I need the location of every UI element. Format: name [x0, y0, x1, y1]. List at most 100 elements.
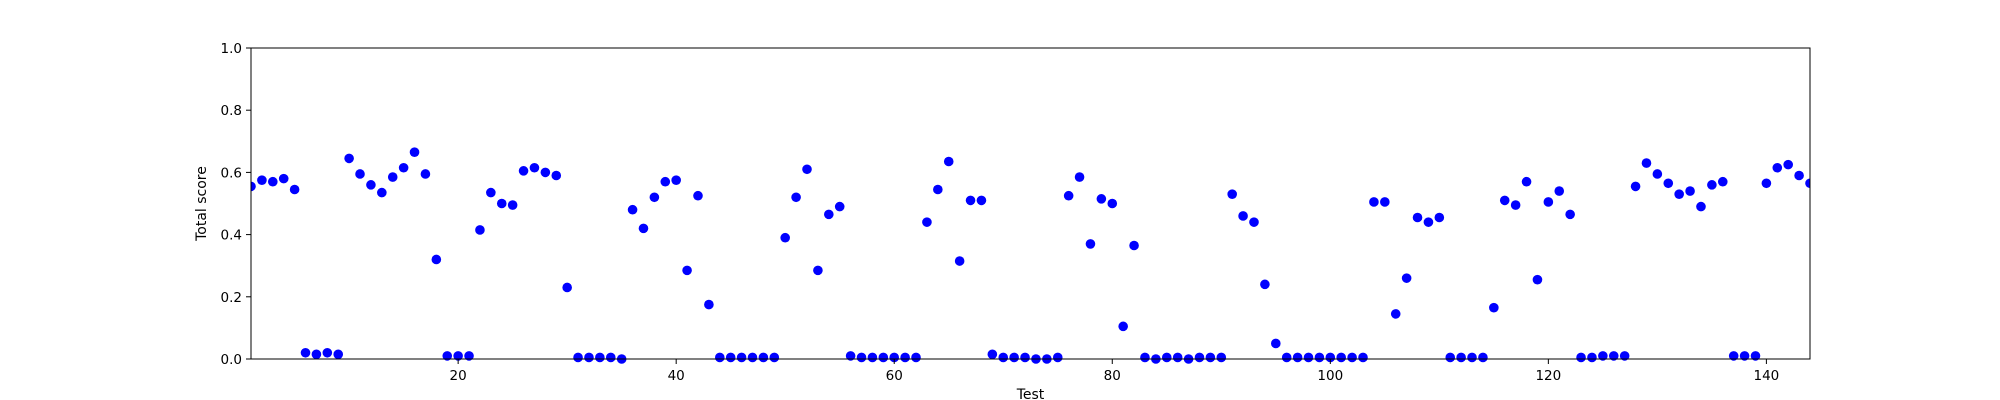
data-point [998, 352, 1009, 363]
data-point [747, 352, 758, 363]
scatter-points [251, 147, 1810, 364]
data-point [736, 352, 747, 363]
data-point [1608, 351, 1619, 361]
data-point [1652, 169, 1663, 179]
data-point [1728, 351, 1739, 361]
data-point [660, 176, 671, 187]
x-axis-title: Test [1016, 387, 1045, 400]
data-point [1194, 352, 1205, 363]
data-point [562, 282, 572, 293]
x-tick-label: 140 [1754, 368, 1780, 384]
data-point [1063, 190, 1074, 201]
data-point [1587, 352, 1597, 363]
data-point [1478, 352, 1488, 363]
data-point [1467, 352, 1477, 363]
data-point [1260, 279, 1270, 290]
data-point [1619, 351, 1630, 361]
data-point [758, 352, 769, 363]
data-point [355, 169, 365, 179]
y-tick-label: 0.4 [221, 228, 242, 244]
data-point [1172, 352, 1183, 363]
data-point [1663, 178, 1674, 189]
x-axis: 20 40 60 80 100 120 140 [450, 359, 1780, 384]
data-point [1576, 352, 1586, 363]
data-point [257, 175, 267, 185]
x-tick-label: 80 [1104, 368, 1121, 384]
data-point [409, 147, 420, 157]
data-point [1303, 352, 1314, 363]
data-point [856, 352, 867, 363]
data-point [1674, 189, 1684, 199]
data-point [584, 352, 594, 363]
data-point [802, 164, 812, 175]
data-point [573, 352, 583, 363]
data-point [366, 180, 376, 190]
data-point [1685, 186, 1695, 196]
data-point [889, 352, 900, 363]
data-point [1390, 309, 1401, 319]
data-point [1739, 351, 1750, 361]
data-point [1227, 189, 1237, 199]
data-point [1118, 321, 1128, 332]
data-point [431, 254, 442, 265]
data-point [551, 170, 562, 181]
data-point [251, 181, 256, 192]
data-point [398, 162, 409, 173]
data-point [867, 352, 878, 363]
data-point [682, 265, 692, 276]
data-point [377, 187, 387, 198]
data-point [1717, 176, 1728, 187]
data-point [1750, 351, 1761, 361]
data-point [1020, 352, 1030, 363]
plot-frame [250, 47, 1811, 360]
data-point [834, 201, 845, 212]
data-point [300, 347, 311, 358]
data-point [987, 349, 998, 360]
data-point [442, 351, 453, 361]
data-point [922, 217, 932, 227]
data-point [1598, 351, 1608, 361]
data-point [714, 352, 725, 363]
data-point [725, 352, 736, 363]
data-point [1271, 338, 1281, 349]
data-point [1238, 211, 1248, 221]
data-point [1325, 352, 1336, 363]
data-point [1805, 178, 1810, 189]
data-point [1543, 197, 1554, 207]
data-point [496, 198, 507, 209]
y-axis-title: Total score [194, 166, 210, 242]
data-point [1096, 194, 1107, 204]
data-point [1358, 352, 1368, 363]
data-point [344, 153, 354, 164]
data-point [824, 209, 834, 220]
y-tick-label: 0.6 [221, 165, 242, 181]
data-point [1423, 217, 1434, 227]
data-point [1205, 352, 1216, 363]
data-point [1380, 197, 1390, 207]
data-point [976, 195, 987, 206]
data-point [1369, 197, 1379, 207]
data-point [845, 351, 856, 361]
data-point [1140, 352, 1150, 363]
data-point [1794, 170, 1804, 181]
data-point [1521, 176, 1532, 187]
data-point [1347, 352, 1357, 363]
y-tick-label: 0.0 [221, 352, 242, 368]
data-point [954, 256, 965, 266]
data-point [1532, 274, 1543, 285]
x-tick-label: 40 [668, 368, 685, 384]
y-tick-label: 1.0 [221, 41, 242, 57]
data-point [1052, 352, 1063, 363]
x-tick-label: 120 [1535, 368, 1561, 384]
data-point [540, 167, 551, 178]
data-point [453, 351, 463, 361]
data-point [475, 225, 485, 235]
data-point [1445, 352, 1456, 363]
data-point [529, 162, 540, 173]
data-point [1314, 352, 1325, 363]
data-point [1129, 240, 1139, 251]
data-point [911, 352, 921, 363]
data-point [1434, 212, 1445, 223]
data-point [1554, 186, 1565, 196]
